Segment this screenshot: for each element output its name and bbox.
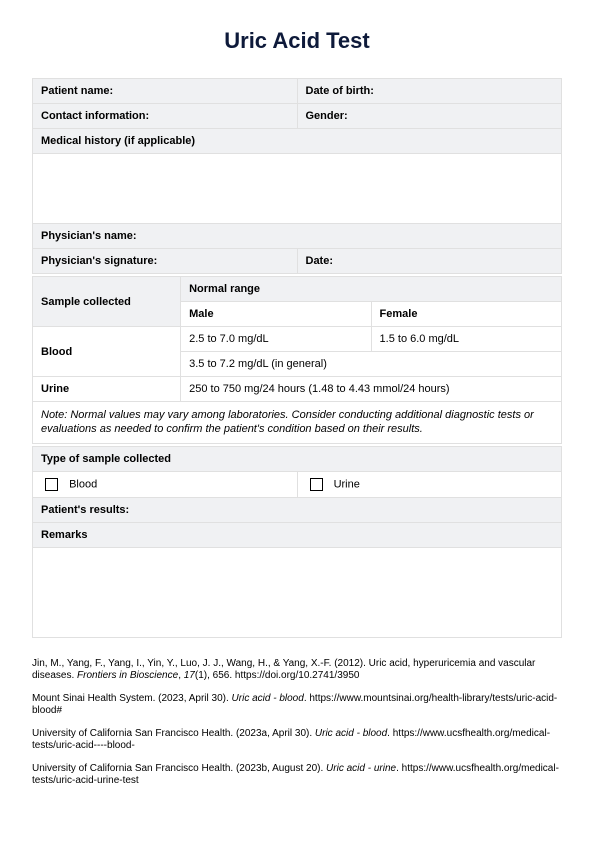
urine-checkbox-cell: Urine	[297, 471, 562, 497]
references-section: Jin, M., Yang, F., Yang, I., Yin, Y., Lu…	[32, 658, 562, 788]
physician-signature-label: Physician's signature:	[33, 249, 298, 274]
blood-male-range: 2.5 to 7.0 mg/dL	[181, 327, 371, 352]
results-label: Patient's results:	[33, 497, 562, 522]
blood-female-range: 1.5 to 6.0 mg/dL	[371, 327, 561, 352]
reference-2: Mount Sinai Health System. (2023, April …	[32, 693, 562, 718]
physician-date-label: Date:	[297, 249, 562, 274]
contact-label: Contact information:	[33, 104, 298, 129]
blood-checkbox[interactable]	[45, 478, 58, 491]
blood-option-label: Blood	[69, 478, 97, 490]
remarks-label: Remarks	[33, 522, 562, 547]
history-label: Medical history (if applicable)	[33, 129, 562, 154]
normal-range-header: Normal range	[181, 277, 562, 302]
female-header: Female	[371, 302, 561, 327]
urine-checkbox[interactable]	[310, 478, 323, 491]
male-header: Male	[181, 302, 371, 327]
history-field[interactable]	[33, 154, 562, 224]
sample-collected-header: Sample collected	[33, 277, 181, 327]
blood-general-range: 3.5 to 7.2 mg/dL (in general)	[181, 352, 562, 377]
reference-3: University of California San Francisco H…	[32, 728, 562, 753]
blood-checkbox-cell: Blood	[33, 471, 298, 497]
blood-row-label: Blood	[33, 327, 181, 377]
ranges-table: Sample collected Normal range Male Femal…	[32, 276, 562, 444]
urine-option-label: Urine	[334, 478, 360, 490]
physician-name-label: Physician's name:	[33, 224, 562, 249]
gender-label: Gender:	[297, 104, 562, 129]
sample-type-label: Type of sample collected	[33, 446, 562, 471]
reference-4: University of California San Francisco H…	[32, 763, 562, 788]
page-title: Uric Acid Test	[32, 28, 562, 54]
reference-1: Jin, M., Yang, F., Yang, I., Yin, Y., Lu…	[32, 658, 562, 683]
dob-label: Date of birth:	[297, 79, 562, 104]
urine-range: 250 to 750 mg/24 hours (1.48 to 4.43 mmo…	[181, 377, 562, 402]
patient-name-label: Patient name:	[33, 79, 298, 104]
note-text: Note: Normal values may vary among labor…	[33, 402, 562, 444]
urine-row-label: Urine	[33, 377, 181, 402]
sample-type-table: Type of sample collected Blood Urine Pat…	[32, 446, 562, 638]
remarks-field[interactable]	[33, 547, 562, 637]
patient-table: Patient name: Date of birth: Contact inf…	[32, 78, 562, 274]
